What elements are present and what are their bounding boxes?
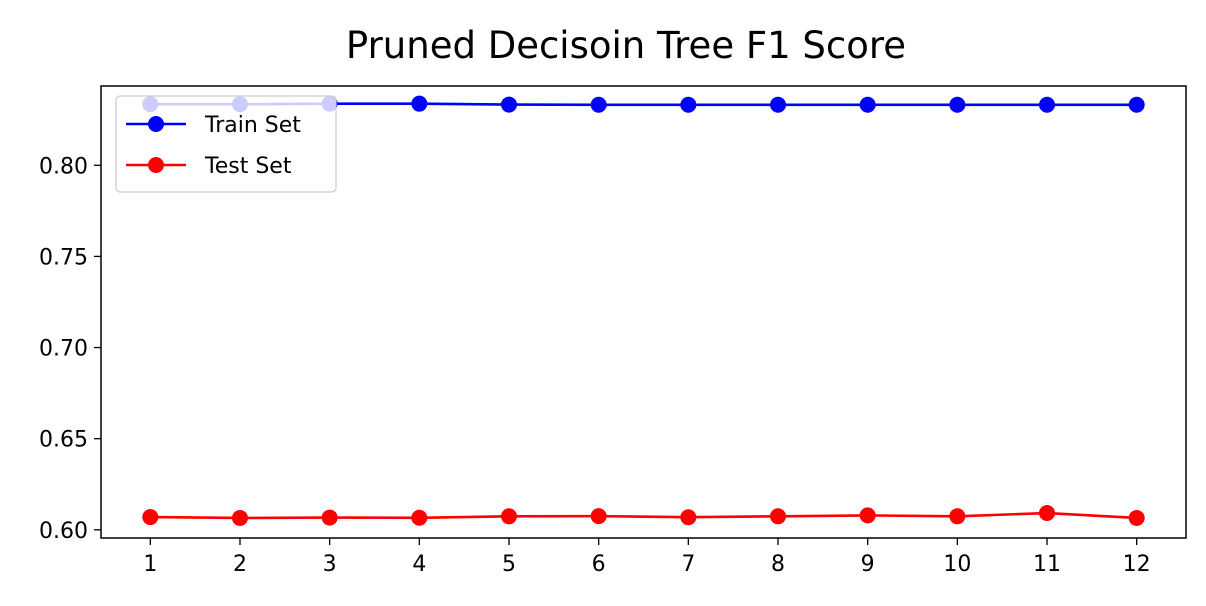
x-tick-label: 10: [943, 552, 971, 577]
x-axis: 1 2 3 4 5 6 7 8 9 10 11 12: [143, 538, 1151, 577]
data-point: [680, 509, 697, 526]
data-point: [859, 96, 876, 113]
series-test-set: [142, 505, 1145, 526]
chart-title: Pruned Decisoin Tree F1 Score: [346, 24, 906, 67]
x-tick-label: 3: [323, 552, 337, 577]
x-tick-label: 6: [592, 552, 606, 577]
legend-label: Train Set: [204, 113, 301, 138]
data-point: [770, 508, 787, 525]
data-point: [321, 509, 338, 526]
y-tick-label: 0.75: [39, 245, 88, 270]
data-point: [949, 508, 966, 525]
x-tick-label: 7: [681, 552, 695, 577]
y-axis: 0.60 0.65 0.70 0.75 0.80: [39, 154, 101, 544]
data-point: [1039, 505, 1056, 522]
data-point: [949, 96, 966, 113]
data-point: [680, 96, 697, 113]
y-tick-label: 0.65: [39, 428, 88, 453]
data-point: [500, 96, 517, 113]
y-tick-label: 0.60: [39, 519, 88, 544]
legend-item: Train Set: [126, 113, 301, 138]
data-point: [500, 508, 517, 525]
x-tick-label: 12: [1123, 552, 1151, 577]
data-point: [590, 508, 607, 525]
y-tick-label: 0.70: [39, 337, 88, 362]
x-tick-label: 5: [502, 552, 516, 577]
x-tick-label: 4: [412, 552, 426, 577]
legend-label: Test Set: [204, 154, 292, 179]
legend: Train Set Test Set: [115, 95, 337, 193]
data-point: [411, 509, 428, 526]
x-tick-label: 8: [771, 552, 785, 577]
data-point: [859, 507, 876, 524]
data-point: [590, 96, 607, 113]
data-point: [1128, 96, 1145, 113]
series-line: [150, 511, 1137, 520]
x-tick-label: 1: [143, 552, 157, 577]
data-point: [1128, 509, 1145, 526]
legend-marker: [148, 116, 164, 132]
data-point: [411, 95, 428, 112]
legend-marker: [148, 157, 164, 173]
data-point: [231, 509, 248, 526]
legend-box: [115, 95, 337, 193]
data-point: [1039, 96, 1056, 113]
x-tick-label: 2: [233, 552, 247, 577]
x-tick-label: 9: [861, 552, 875, 577]
data-point: [142, 509, 159, 526]
y-tick-label: 0.80: [39, 154, 88, 179]
plot-frame: [100, 85, 1187, 539]
data-point: [770, 96, 787, 113]
x-tick-label: 11: [1033, 552, 1061, 577]
legend-item: Test Set: [126, 154, 292, 179]
